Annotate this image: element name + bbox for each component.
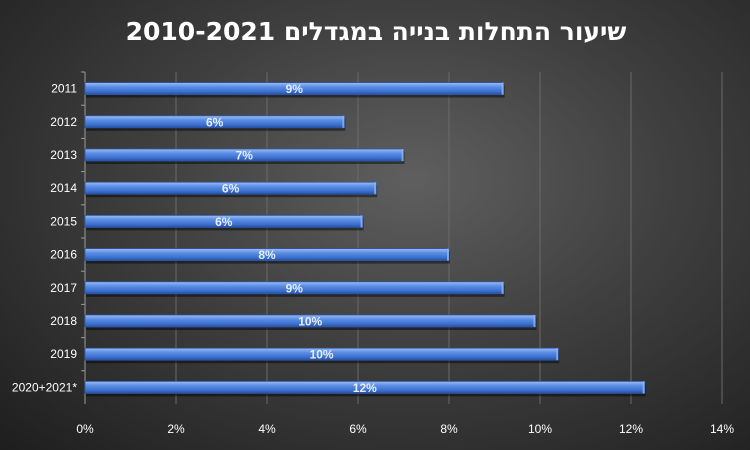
y-tick-label: 2020+2021* — [12, 380, 77, 394]
bar-end-cap — [447, 248, 449, 261]
data-label: 7% — [236, 149, 254, 163]
bar-end-cap — [342, 115, 345, 128]
data-label: 8% — [258, 248, 276, 262]
y-tick-label: 2017 — [50, 281, 77, 295]
data-label: 6% — [215, 215, 233, 229]
x-tick-label: 0% — [76, 422, 94, 436]
x-tick-label: 2% — [167, 422, 185, 436]
x-tick-label: 12% — [619, 422, 643, 436]
bar-end-cap — [533, 315, 536, 327]
y-tick-label: 2015 — [50, 214, 77, 228]
data-label: 10% — [298, 315, 322, 329]
bars — [84, 82, 646, 397]
x-tick-label: 8% — [440, 422, 458, 436]
bar-end-cap — [360, 215, 363, 228]
data-label: 9% — [286, 82, 304, 96]
y-tick-label: 2018 — [50, 314, 77, 328]
bar-end-cap — [642, 381, 645, 394]
x-tick-label: 4% — [258, 422, 276, 436]
bar-end-cap — [556, 348, 559, 361]
bar-end-cap — [401, 149, 404, 161]
data-label: 6% — [222, 182, 240, 196]
x-tick-label: 6% — [349, 422, 367, 436]
chart-title: שיעור התחלות בנייה במגדלים 2010-2021 — [126, 17, 627, 46]
x-tick-label: 10% — [528, 422, 552, 436]
bar-end-cap — [501, 281, 504, 294]
data-label: 12% — [353, 381, 377, 395]
data-label: 10% — [310, 348, 334, 362]
bar-end-cap — [501, 82, 504, 95]
data-label: 9% — [286, 281, 304, 295]
y-tick-label: 2019 — [50, 347, 77, 361]
data-label: 6% — [206, 115, 224, 129]
axes: 0% 2% 4% 6% 8% 10% 12% 14% 2011 2012 2013 2014 2015 2… — [12, 71, 734, 436]
y-tick-label: 2016 — [50, 248, 77, 262]
y-tick-label: 2011 — [51, 82, 77, 96]
x-tick-label: 14% — [710, 422, 734, 436]
y-tick-label: 2012 — [50, 115, 77, 129]
data-labels: 9% 6% 7% 6% 6% 8% 9% 10% 10% 12% — [206, 82, 377, 395]
y-tick-label: 2014 — [50, 181, 77, 195]
y-tick-label: 2013 — [50, 148, 77, 162]
bar-end-cap — [374, 182, 377, 195]
